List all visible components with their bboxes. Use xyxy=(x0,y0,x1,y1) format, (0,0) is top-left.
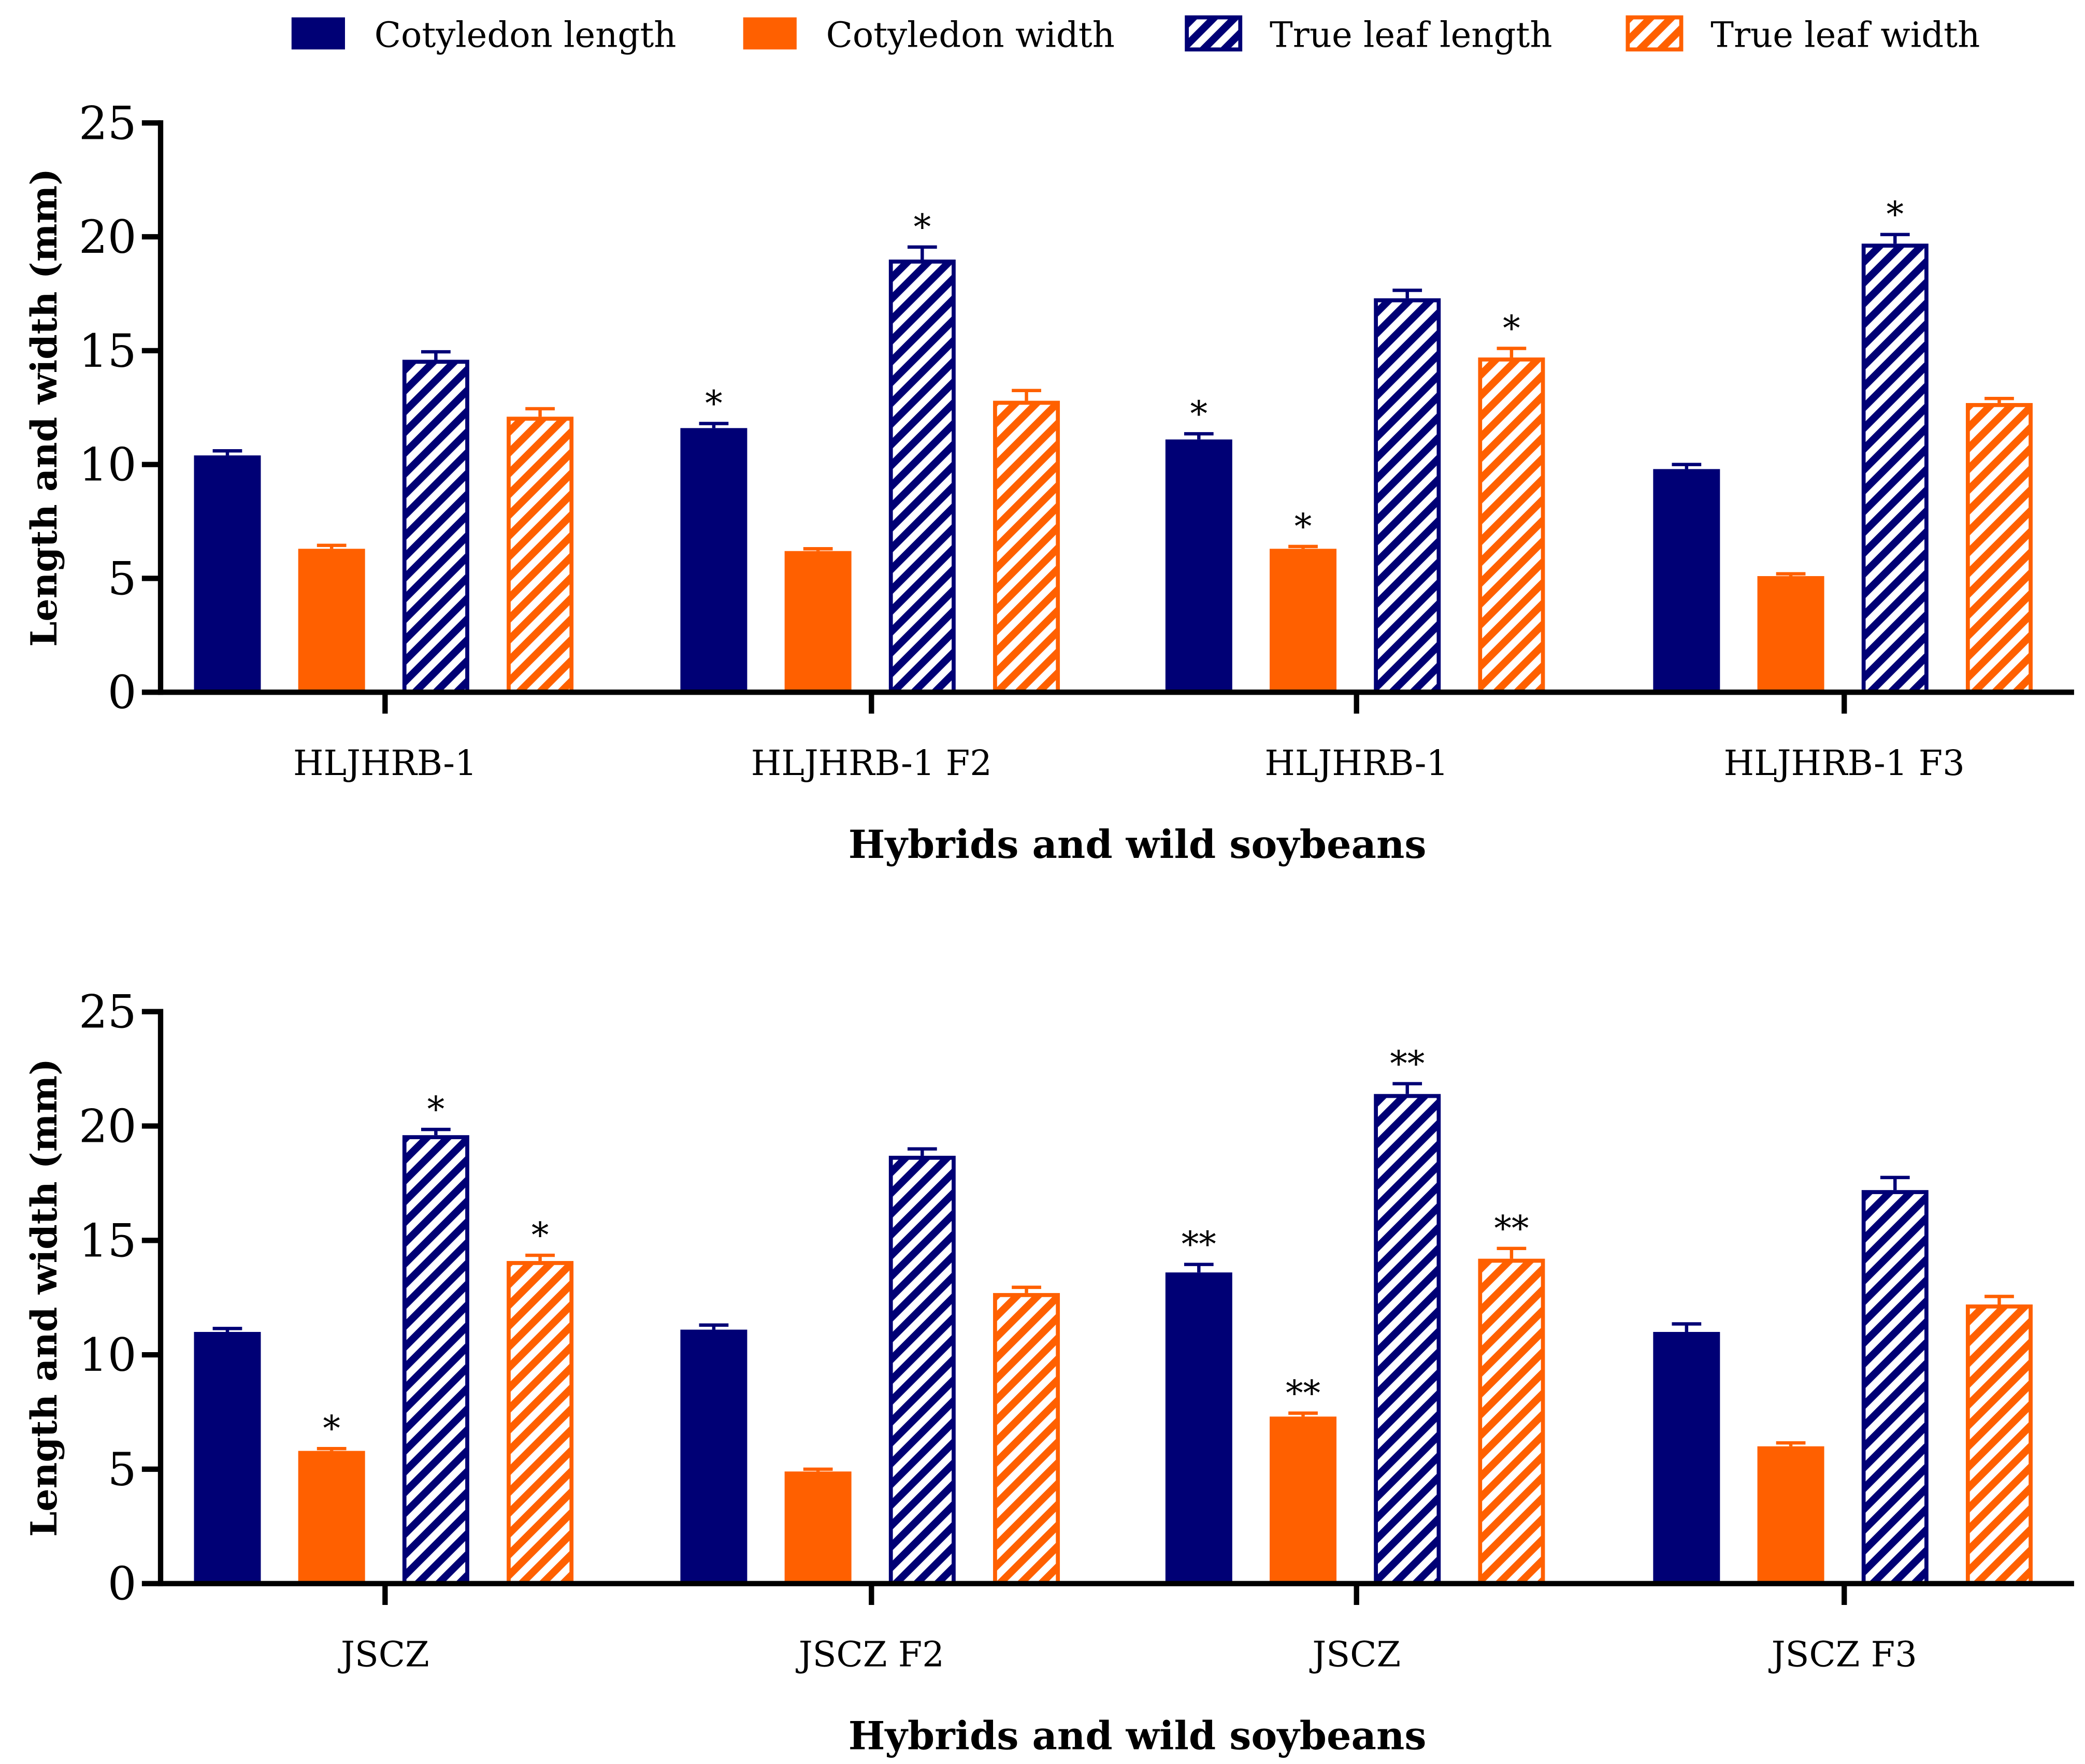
significance-marker: * xyxy=(323,1409,340,1449)
bar-chart-1: * * * * * * 0 5 10 15 20 25 HLJHRB-1 HLJHRB-1 F2 HLJHR… xyxy=(23,97,2074,867)
significance-marker: * xyxy=(1295,506,1312,547)
legend-label: Cotyledon length xyxy=(375,15,677,55)
x-tick-label: JSCZ xyxy=(338,1634,429,1675)
x-tick-label: HLJHRB-1 F3 xyxy=(1724,743,1965,783)
significance-marker: * xyxy=(1190,394,1208,434)
bar xyxy=(298,1451,365,1584)
bar xyxy=(507,1261,574,1586)
bar xyxy=(993,1293,1060,1586)
bar xyxy=(1861,1190,1929,1586)
bar xyxy=(1478,357,1545,695)
legend-label: True leaf length xyxy=(1270,15,1552,55)
legend-swatch xyxy=(1185,15,1243,52)
bar xyxy=(1270,549,1336,693)
significance-marker: ** xyxy=(1182,1224,1216,1265)
significance-marker: ** xyxy=(1286,1373,1320,1413)
x-tick-label: JSCZ xyxy=(1309,1634,1401,1675)
bar xyxy=(1653,469,1720,693)
bar xyxy=(1165,1272,1232,1584)
bar xyxy=(888,1155,956,1586)
y-tick-label: 0 xyxy=(108,1558,137,1611)
x-tick-label: HLJHRB-1 xyxy=(1264,743,1448,783)
bar xyxy=(1965,403,2033,695)
y-tick-label: 10 xyxy=(79,439,137,492)
significance-marker: * xyxy=(1503,308,1520,349)
y-tick-label: 20 xyxy=(79,211,137,264)
significance-marker: * xyxy=(1886,194,1904,235)
y-tick-label: 15 xyxy=(79,325,137,378)
legend-label: True leaf width xyxy=(1710,15,1980,55)
y-tick-label: 5 xyxy=(108,1443,137,1496)
bar xyxy=(507,417,574,695)
bar xyxy=(1757,1446,1824,1584)
bar xyxy=(402,360,469,695)
significance-marker: ** xyxy=(1390,1043,1425,1084)
bar xyxy=(1374,298,1441,695)
significance-marker: * xyxy=(914,207,931,247)
legend-swatch xyxy=(291,17,345,50)
bar xyxy=(1757,576,1824,693)
y-tick-label: 25 xyxy=(79,97,137,150)
bar xyxy=(784,551,852,693)
y-tick-label: 20 xyxy=(79,1100,137,1153)
bar xyxy=(784,1471,852,1584)
x-tick-label: HLJHRB-1 xyxy=(293,743,477,783)
significance-marker: ** xyxy=(1494,1208,1529,1249)
y-tick-label: 5 xyxy=(108,552,137,605)
bar xyxy=(1165,439,1232,693)
y-axis-label: Length and width (mm) xyxy=(23,168,65,647)
bar xyxy=(680,428,747,693)
y-tick-label: 0 xyxy=(108,666,137,719)
significance-marker: * xyxy=(705,383,723,424)
legend: Cotyledon length Cotyledon width True leaf… xyxy=(291,15,1980,55)
x-tick-label: JSCZ F2 xyxy=(796,1634,944,1675)
bar xyxy=(888,260,956,695)
significance-marker: * xyxy=(531,1215,549,1256)
bar xyxy=(1374,1094,1441,1586)
bar xyxy=(1478,1258,1545,1586)
bar xyxy=(194,1331,261,1584)
bar xyxy=(680,1329,747,1584)
y-axis-label: Length and width (mm) xyxy=(23,1058,65,1537)
legend-swatch xyxy=(743,17,797,50)
bar xyxy=(1965,1304,2033,1586)
bar xyxy=(1861,243,1929,695)
y-tick-label: 10 xyxy=(79,1329,137,1382)
x-tick-label: JSCZ F3 xyxy=(1768,1634,1917,1675)
bar xyxy=(1270,1416,1336,1584)
bar xyxy=(993,400,1060,695)
bar xyxy=(402,1135,469,1586)
bar xyxy=(194,455,261,693)
bar xyxy=(298,549,365,693)
y-tick-label: 15 xyxy=(79,1214,137,1267)
bar xyxy=(1653,1331,1720,1584)
legend-label: Cotyledon width xyxy=(826,15,1115,55)
legend-swatch xyxy=(1626,15,1684,52)
x-tick-label: HLJHRB-1 F2 xyxy=(751,743,992,783)
y-tick-label: 25 xyxy=(79,986,137,1039)
x-axis-label: Hybrids and wild soybeans xyxy=(849,822,1427,867)
x-axis-label: Hybrids and wild soybeans xyxy=(849,1713,1427,1759)
significance-marker: * xyxy=(427,1089,445,1130)
